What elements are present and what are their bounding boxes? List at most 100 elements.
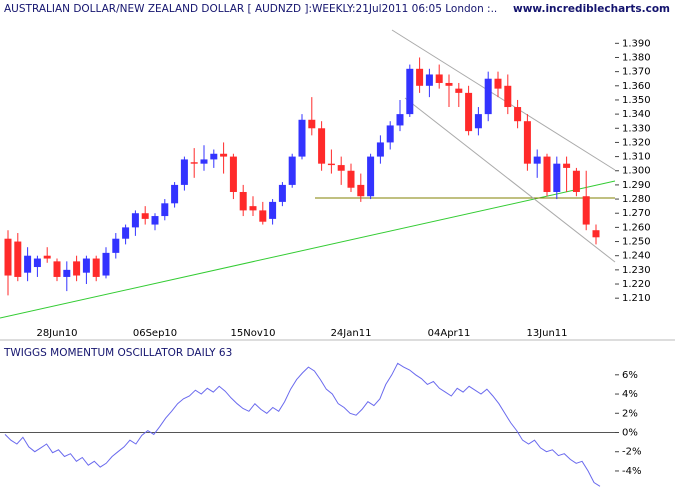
x-tick-label: 28Jun10 — [36, 328, 77, 339]
candle-body — [239, 191, 247, 211]
y-tick-label: 1.360 — [622, 81, 651, 92]
candle-body — [298, 119, 306, 157]
candle-body — [435, 74, 443, 83]
candle-body — [229, 156, 237, 192]
candle-body — [53, 261, 61, 277]
candle-body — [327, 163, 335, 166]
y-tick-label: 1.370 — [622, 67, 651, 78]
x-tick-label: 06Sep10 — [133, 328, 177, 339]
x-tick-label: 24Jan11 — [331, 328, 372, 339]
candle-body — [592, 230, 600, 238]
candle-body — [122, 227, 130, 239]
candle-body — [572, 170, 580, 192]
candle-body — [4, 238, 12, 276]
candle-body — [33, 258, 41, 268]
candle-body — [259, 210, 267, 222]
candle-body — [357, 184, 365, 197]
y-tick-label: 2% — [622, 408, 638, 419]
candle-body — [514, 107, 522, 122]
y-tick-label: 1.320 — [622, 137, 651, 148]
y-tick-label: 1.330 — [622, 123, 651, 134]
candle-body — [82, 258, 90, 273]
candle-body — [112, 238, 120, 253]
candle-body — [171, 184, 179, 204]
chart-title: AUSTRALIAN DOLLAR/NEW ZEALAND DOLLAR [ A… — [4, 3, 497, 15]
candle-body — [425, 74, 433, 86]
y-tick-label: 1.250 — [622, 237, 651, 248]
x-tick-label: 15Nov10 — [231, 328, 276, 339]
y-tick-label: 1.300 — [622, 166, 651, 177]
candle-body — [269, 201, 277, 219]
x-tick-label: 04Apr11 — [428, 328, 471, 339]
candle-body — [151, 216, 159, 225]
oscillator-title: TWIGGS MOMENTUM OSCILLATOR DAILY 63 — [3, 347, 232, 359]
candle-body — [523, 121, 531, 164]
y-tick-label: 1.220 — [622, 279, 651, 290]
y-tick-label: 1.230 — [622, 265, 651, 276]
y-tick-label: 1.260 — [622, 222, 651, 233]
candle-body — [396, 114, 404, 126]
candle-body — [553, 163, 561, 192]
y-tick-label: 1.340 — [622, 109, 651, 120]
candle-body — [484, 78, 492, 115]
candle-body — [73, 261, 81, 276]
y-tick-label: -2% — [622, 447, 641, 458]
oscillator-line — [4, 362, 601, 487]
candle-body — [14, 241, 22, 277]
y-tick-label: 6% — [622, 370, 638, 381]
y-tick-label: 1.390 — [622, 38, 651, 49]
candle-body — [92, 258, 100, 277]
candle-body — [43, 255, 51, 259]
y-tick-label: 0% — [622, 428, 638, 439]
y-tick-label: 1.210 — [622, 293, 651, 304]
channel-line — [391, 29, 616, 171]
source: www.incrediblecharts.com — [513, 3, 670, 15]
candle-body — [200, 159, 208, 164]
y-tick-label: 1.350 — [622, 95, 651, 106]
candle-body — [533, 156, 541, 164]
x-tick-label: 13Jun11 — [526, 328, 567, 339]
y-tick-label: 1.270 — [622, 208, 651, 219]
y-tick-label: 1.290 — [622, 180, 651, 191]
candle-body — [318, 128, 326, 164]
candle-body — [563, 163, 571, 168]
candle-body — [220, 153, 228, 157]
candle-body — [494, 78, 502, 89]
trend-line — [0, 180, 616, 319]
candle-body — [455, 88, 463, 93]
candle-body — [582, 196, 590, 225]
candle-body — [210, 153, 218, 160]
candle-body — [406, 68, 414, 115]
candle-body — [278, 184, 286, 202]
y-tick-label: 1.280 — [622, 194, 651, 205]
y-tick-label: 4% — [622, 389, 638, 400]
candle-body — [337, 165, 345, 171]
candle-body — [180, 159, 188, 185]
candle-body — [445, 82, 453, 86]
candle-body — [190, 162, 198, 164]
candle-body — [24, 255, 32, 273]
candle-body — [131, 213, 139, 228]
candle-body — [386, 125, 394, 143]
candle-body — [347, 170, 355, 188]
candle-body — [102, 252, 110, 276]
candle-body — [308, 119, 316, 129]
candle-body — [288, 156, 296, 185]
candle-body — [249, 206, 257, 211]
y-tick-label: 1.380 — [622, 52, 651, 63]
y-tick-label: 1.310 — [622, 152, 651, 163]
y-tick-label: 1.240 — [622, 251, 651, 262]
y-tick-label: -4% — [622, 466, 641, 477]
candle-body — [543, 156, 551, 192]
candle-body — [504, 85, 512, 108]
candle-body — [161, 203, 169, 217]
channel-line — [404, 97, 616, 263]
candle-body — [376, 142, 384, 157]
candle-body — [416, 68, 424, 86]
candle-body — [367, 156, 375, 197]
candle-body — [474, 114, 482, 129]
candle-body — [141, 213, 149, 219]
candle-body — [63, 269, 71, 277]
